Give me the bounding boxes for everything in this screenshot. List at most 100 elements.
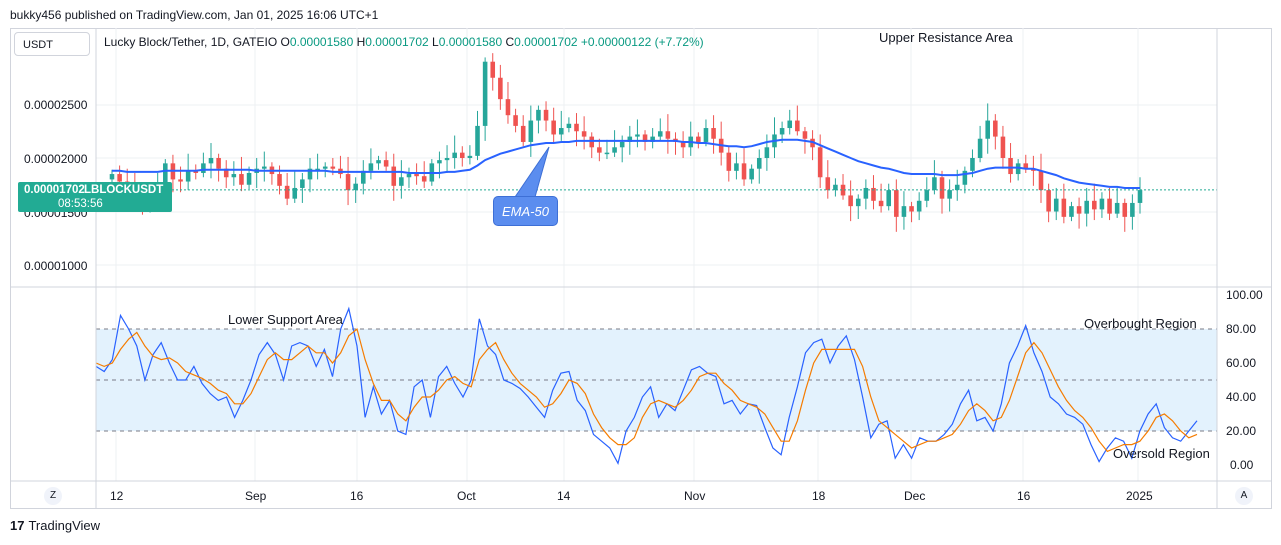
candle-body — [909, 206, 914, 212]
candle-body — [795, 120, 800, 132]
candle-body — [1122, 202, 1128, 217]
candle-body — [1008, 158, 1013, 175]
candle-body — [566, 123, 572, 129]
x-tick-label: Sep — [245, 489, 267, 503]
y-tick-label: 0.00001000 — [24, 259, 88, 273]
candle-body — [1023, 163, 1029, 169]
candle-body — [840, 184, 846, 196]
chart-frame — [10, 28, 1272, 509]
x-tick-label: Nov — [684, 489, 706, 503]
candle-body — [1084, 200, 1089, 214]
x-tick-label: 14 — [557, 489, 571, 503]
candle-body — [208, 158, 214, 164]
candle-body — [734, 163, 739, 171]
ohlc-legend: Lucky Block/Tether, 1D, GATEIO O0.000015… — [104, 35, 704, 49]
stoch-k-line — [95, 306, 1198, 465]
candle-body — [292, 187, 298, 199]
open-value: 0.00001580 — [289, 35, 354, 49]
candle-body — [894, 190, 899, 217]
candle-body — [498, 77, 503, 100]
symbol-label: LBLOCKUSDT — [84, 184, 164, 196]
candle-body — [353, 183, 358, 191]
candle-body — [1015, 163, 1021, 175]
candle-body — [802, 131, 808, 139]
close-label: C — [505, 35, 515, 49]
candle-body — [612, 147, 617, 153]
candle-body — [558, 128, 564, 135]
candle-body — [855, 198, 861, 207]
candle-body — [361, 170, 366, 184]
candle-body — [1076, 206, 1082, 214]
candle-body — [277, 174, 282, 186]
candle-body — [627, 136, 633, 142]
zoom-button[interactable]: Z — [44, 487, 62, 505]
open-label: O — [280, 35, 290, 49]
candle-body — [604, 152, 610, 155]
candle-body — [391, 166, 397, 186]
candle-body — [300, 179, 305, 188]
candle-body — [444, 158, 450, 161]
candle-body — [741, 163, 747, 180]
candle-body — [1099, 198, 1105, 210]
change-value: +0.00000122 (+7.72%) — [580, 35, 704, 49]
last-price-badge: 0.00001702 LBLOCKUSDT 08:53:56 — [18, 182, 172, 212]
candle-body — [993, 120, 998, 137]
candle-body — [1038, 170, 1044, 191]
candle-body — [932, 177, 937, 191]
candle-body — [597, 147, 602, 153]
candle-body — [459, 152, 465, 158]
candle-body — [977, 138, 983, 158]
candle-body — [1061, 198, 1067, 217]
candle-body — [216, 158, 221, 169]
candle-body — [475, 125, 480, 156]
candle-body — [1137, 190, 1143, 203]
stoch-bands — [96, 328, 1217, 432]
candle-body — [406, 174, 412, 178]
candle-body — [399, 177, 404, 186]
stoch-tick-label: 0.00 — [1230, 458, 1254, 472]
x-tick-label: 18 — [812, 489, 826, 503]
candle-body — [726, 152, 732, 171]
candle-body — [536, 109, 541, 121]
x-tick-label: 12 — [110, 489, 124, 503]
candle-body — [619, 141, 625, 148]
high-label: H — [356, 35, 366, 49]
candle-body — [985, 120, 990, 139]
x-tick-label: 16 — [1017, 489, 1031, 503]
candle-body — [528, 120, 534, 142]
stoch-tick-label: 100.00 — [1226, 288, 1263, 302]
auto-scale-button[interactable]: A — [1235, 487, 1253, 505]
candle-body — [581, 131, 587, 137]
candle-body — [543, 109, 549, 121]
candle-body — [437, 160, 442, 164]
candle-body — [1069, 206, 1074, 217]
candle-body — [680, 141, 686, 148]
stoch-d-line — [95, 327, 1198, 453]
lower-support-label: Lower Support Area — [228, 312, 343, 327]
stoch-tick-label: 80.00 — [1226, 322, 1257, 336]
candle-body — [315, 168, 320, 171]
candle-body — [589, 136, 595, 148]
candle-body — [863, 187, 869, 199]
ema-50-callout: EMA-50 — [493, 196, 558, 226]
x-tick-label: 16 — [350, 489, 364, 503]
candle-body — [551, 120, 556, 135]
candle-body — [833, 184, 838, 191]
candle-body — [817, 147, 823, 178]
candle-body — [284, 185, 290, 199]
candle-body — [657, 131, 663, 137]
x-tick-label: 2025 — [1126, 489, 1153, 503]
candle-body — [201, 163, 206, 173]
oversold-label: Oversold Region — [1113, 446, 1210, 461]
candle-body — [1114, 202, 1120, 214]
high-value: 0.00001702 — [365, 35, 429, 49]
pane-dividers — [10, 28, 1271, 509]
candle-body — [825, 177, 831, 191]
candle-body — [886, 190, 891, 207]
currency-button[interactable]: USDT — [14, 32, 90, 56]
candle-body — [513, 115, 518, 126]
low-label: L — [432, 35, 439, 49]
candle-body — [756, 158, 762, 169]
candle-body — [307, 168, 313, 180]
